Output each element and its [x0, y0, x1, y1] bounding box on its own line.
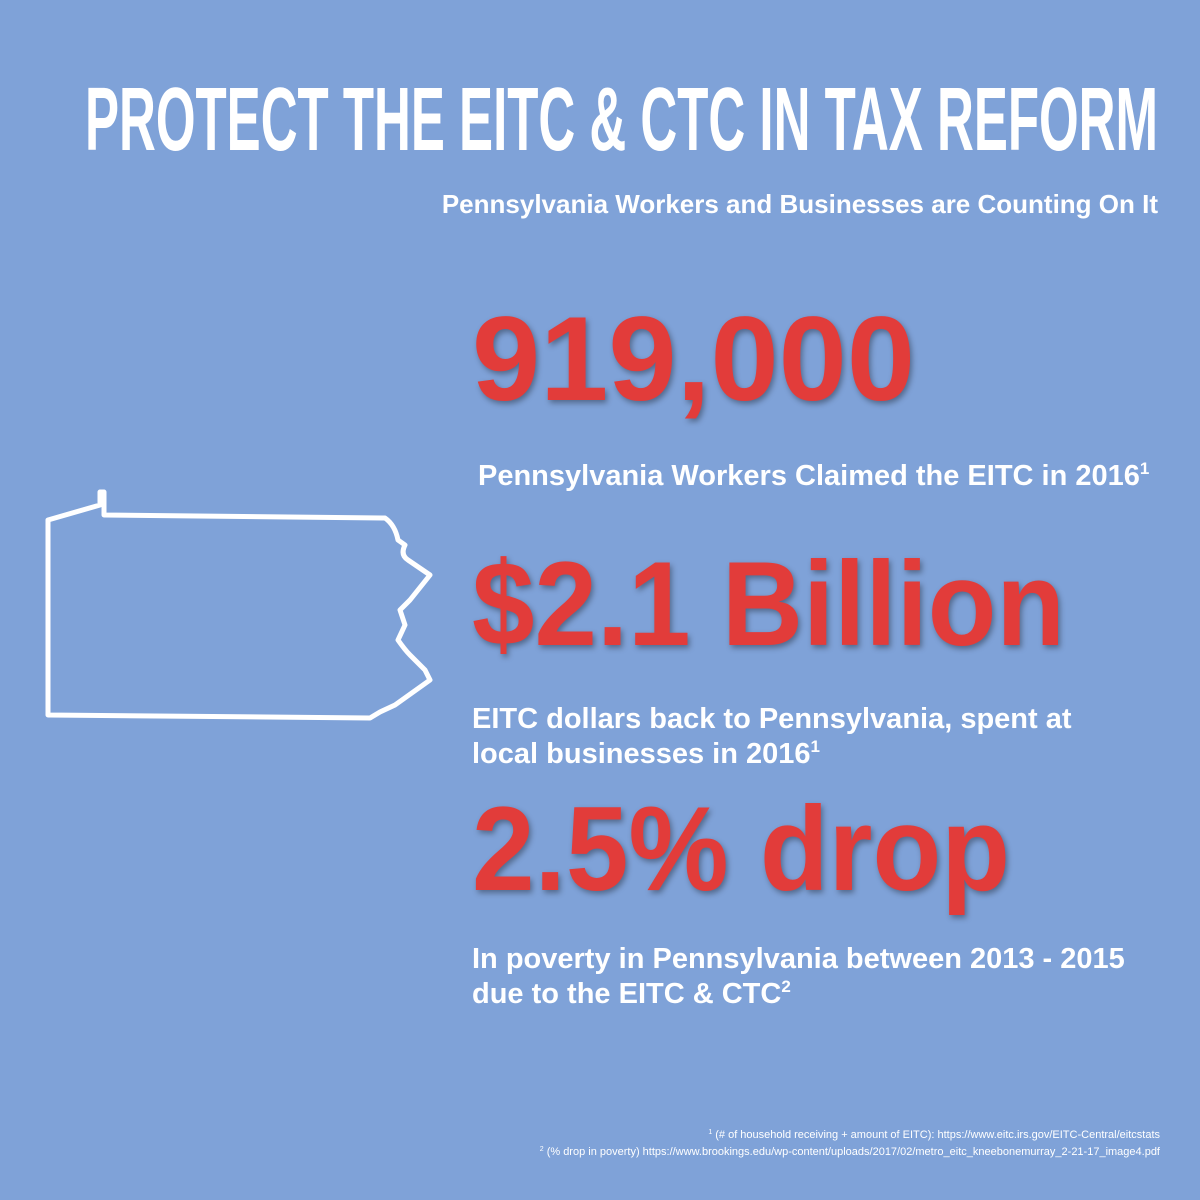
footnote-text: (# of household receiving + amount of EI… [715, 1129, 1160, 1141]
footnote-ref: 2 [781, 977, 790, 996]
stat-description: EITC dollars back to Pennsylvania, spent… [472, 703, 1072, 735]
stat-description: local businesses in 20161 [472, 737, 820, 770]
stat-description: due to the EITC & CTC2 [472, 977, 791, 1010]
footnote-marker: 2 [540, 1146, 544, 1153]
title: PROTECT THE EITC & CTC IN TAX REFORM [85, 70, 1158, 170]
footnote-text: (% drop in poverty) https://www.brooking… [547, 1146, 1161, 1158]
description-line: Pennsylvania Workers Claimed the EITC in… [478, 460, 1140, 492]
stat-description: Pennsylvania Workers Claimed the EITC in… [478, 459, 1149, 492]
footnote-ref: 1 [1140, 459, 1149, 478]
subtitle: Pennsylvania Workers and Businesses are … [442, 189, 1159, 219]
footnote-marker: 1 [708, 1129, 712, 1136]
stat-value: 2.5% drop [472, 782, 1010, 916]
footnote: 1 (# of household receiving + amount of E… [708, 1129, 1160, 1141]
stat-value: $2.1 Billion [472, 537, 1065, 671]
description-line: due to the EITC & CTC [472, 978, 781, 1010]
footnote: 2 (% drop in poverty) https://www.brookin… [540, 1146, 1161, 1158]
pennsylvania-outline [45, 489, 433, 721]
stat-description: In poverty in Pennsylvania between 2013 … [472, 943, 1125, 975]
stat-value: 919,000 [472, 292, 915, 426]
footnote-ref: 1 [811, 737, 820, 756]
description-line: local businesses in 2016 [472, 738, 811, 770]
